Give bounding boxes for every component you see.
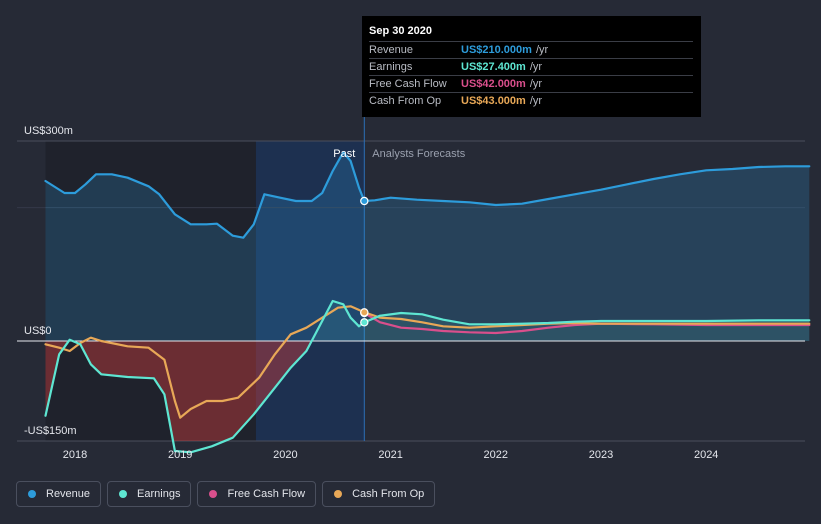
earnings-positive-area xyxy=(45,301,810,341)
x-tick-label: 2023 xyxy=(589,449,613,461)
legend: Revenue Earnings Free Cash Flow Cash Fro… xyxy=(16,481,436,507)
legend-label: Revenue xyxy=(46,488,91,500)
tooltip-label: Revenue xyxy=(369,44,414,56)
tooltip: Sep 30 2020 Revenue US$210.000m /yr Earn… xyxy=(362,16,701,117)
tooltip-value: US$27.400m xyxy=(461,61,526,73)
earnings-marker xyxy=(360,318,369,327)
tooltip-value: US$42.000m xyxy=(461,78,526,90)
legend-cash-from-op-button[interactable]: Cash From Op xyxy=(322,481,436,507)
legend-earnings-button[interactable]: Earnings xyxy=(107,481,192,507)
legend-label: Earnings xyxy=(137,488,181,500)
cash-from-op-dot-icon xyxy=(334,490,343,498)
tooltip-row-cash-from-op: Cash From Op US$43.000m /yr xyxy=(369,92,693,109)
revenue-marker xyxy=(360,196,369,206)
tooltip-value: US$210.000m xyxy=(461,44,532,56)
legend-label: Cash From Op xyxy=(352,488,425,500)
x-tick-label: 2020 xyxy=(273,449,297,461)
past-label: Past xyxy=(333,148,355,160)
x-tick-label: 2021 xyxy=(378,449,402,461)
tooltip-row-free-cash-flow: Free Cash Flow US$42.000m /yr xyxy=(369,75,693,92)
tooltip-label: Free Cash Flow xyxy=(369,78,447,90)
tooltip-date: Sep 30 2020 xyxy=(369,25,432,37)
tooltip-value: US$43.000m xyxy=(461,95,526,107)
tooltip-unit: /yr xyxy=(529,95,543,107)
tooltip-row-earnings: Earnings US$27.400m /yr xyxy=(369,58,693,75)
cash-from-op-marker xyxy=(360,308,369,317)
y-tick-label: -US$150m xyxy=(24,425,77,437)
revenue-line xyxy=(44,151,811,239)
y-tick-label: US$300m xyxy=(24,125,73,137)
tooltip-unit: /yr xyxy=(535,44,549,56)
past-region-dark xyxy=(45,141,256,441)
earnings-dot-icon xyxy=(119,490,128,498)
revenue-area xyxy=(45,152,810,341)
tooltip-unit: /yr xyxy=(529,78,543,90)
earnings-negative-area xyxy=(45,341,810,441)
tooltip-label: Cash From Op xyxy=(369,95,442,107)
past-region-highlight xyxy=(255,141,365,441)
tooltip-unit: /yr xyxy=(529,61,543,73)
x-tick-label: 2019 xyxy=(168,449,192,461)
tooltip-label: Earnings xyxy=(369,61,413,73)
free-cash-flow-dot-icon xyxy=(209,490,218,498)
legend-revenue-button[interactable]: Revenue xyxy=(16,481,102,507)
tooltip-row-revenue: Revenue US$210.000m /yr xyxy=(369,41,693,58)
y-tick-label: US$0 xyxy=(24,325,52,337)
x-tick-label: 2024 xyxy=(694,449,718,461)
legend-free-cash-flow-button[interactable]: Free Cash Flow xyxy=(197,481,317,507)
x-tick-label: 2022 xyxy=(484,449,508,461)
x-tick-label: 2018 xyxy=(63,449,87,461)
legend-label: Free Cash Flow xyxy=(227,488,306,500)
forecast-label: Analysts Forecasts xyxy=(372,148,465,160)
earnings-line xyxy=(44,299,811,454)
revenue-dot-icon xyxy=(28,490,36,498)
